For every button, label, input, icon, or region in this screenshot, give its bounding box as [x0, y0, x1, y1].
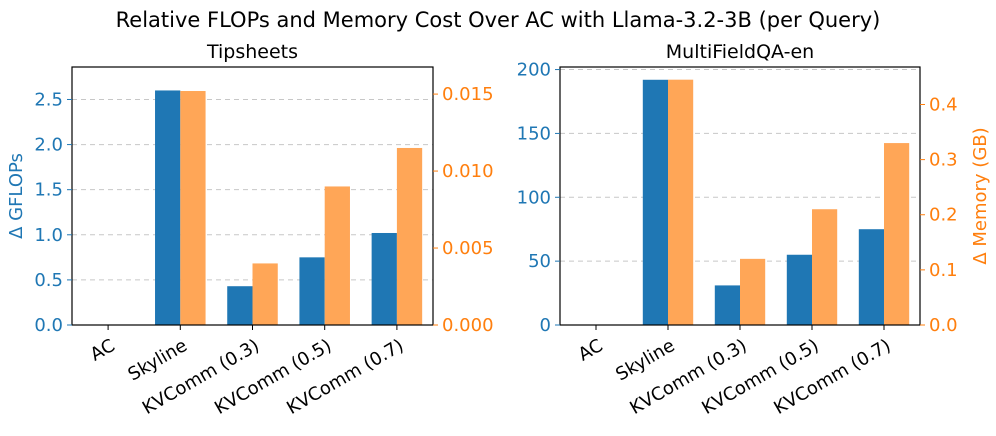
y-tick-label-right: 0.4	[929, 94, 958, 115]
y-tick-label-left: 2.0	[34, 135, 63, 156]
bar-memory-1	[180, 91, 206, 326]
axes-frame	[71, 66, 434, 326]
bar-flops-2	[714, 285, 740, 325]
y-tick-label-right: 0.0	[929, 315, 958, 336]
suptitle: Relative FLOPs and Memory Cost Over AC w…	[116, 8, 881, 32]
y-tick-label-left: 100	[517, 187, 551, 208]
y-tick-label-left: 150	[517, 123, 551, 144]
panel-title: MultiFieldQA-en	[666, 41, 814, 63]
y-tick-label-right: 0.1	[929, 260, 958, 281]
bar-flops-4	[858, 229, 884, 325]
bar-flops-1	[155, 90, 181, 325]
bar-flops-2	[227, 286, 253, 325]
bar-flops-3	[299, 257, 325, 325]
y-tick-label-right: 0.005	[442, 238, 494, 259]
bar-memory-2	[740, 258, 766, 325]
bar-flops-1	[642, 79, 668, 325]
y-tick-label-right: 0.000	[442, 315, 494, 336]
y-tick-label-right: 0.010	[442, 161, 494, 182]
panel-title: Tipsheets	[206, 41, 298, 63]
y-tick-label-left: 0	[540, 315, 551, 336]
y-tick-label-left: 0.5	[34, 270, 63, 291]
y-tick-label-right: 0.3	[929, 150, 958, 171]
y-tick-label-right: 0.015	[442, 84, 494, 105]
bar-flops-4	[371, 232, 397, 325]
y-axis-label-left: Δ GFLOPs	[6, 153, 27, 239]
bar-memory-4	[884, 143, 910, 325]
x-tick-label: AC	[575, 335, 607, 365]
x-tick-label: AC	[87, 335, 119, 365]
axes-frame	[559, 66, 921, 326]
bar-memory-3	[812, 209, 838, 325]
y-tick-label-left: 50	[528, 251, 551, 272]
y-tick-label-left: 1.5	[34, 180, 63, 201]
bar-memory-4	[396, 147, 423, 325]
y-tick-label-left: 200	[517, 60, 551, 81]
bar-flops-3	[786, 254, 812, 325]
y-tick-label-right: 0.2	[929, 205, 958, 226]
y-axis-label-right: Δ Memory (GB)	[970, 127, 991, 264]
bar-memory-1	[668, 79, 694, 325]
y-tick-label-left: 2.5	[34, 89, 63, 110]
bar-memory-2	[252, 263, 278, 325]
y-tick-label-left: 0.0	[34, 315, 63, 336]
bar-memory-3	[324, 186, 350, 325]
y-tick-label-left: 1.0	[34, 225, 63, 246]
